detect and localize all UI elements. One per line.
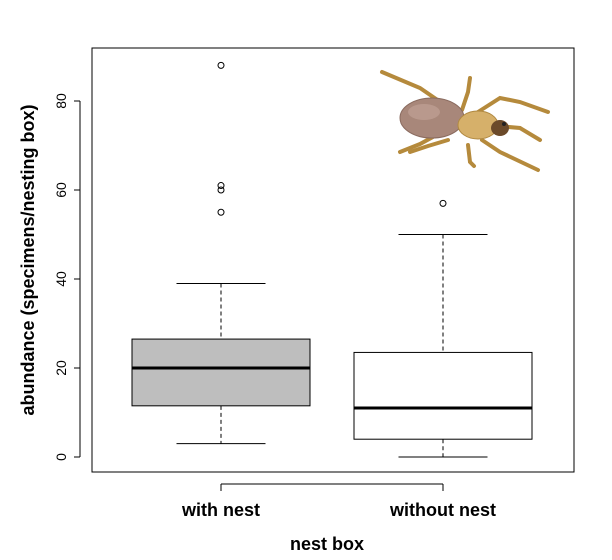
iqr-box [131, 338, 311, 407]
y-axis: 0 20 40 60 80 abundance (specimens/nesting bo… [18, 93, 81, 461]
y-tick-label: 0 [53, 453, 69, 461]
boxes [131, 61, 533, 458]
iqr-box [353, 351, 533, 440]
outlier-point [217, 61, 225, 69]
y-tick-label: 80 [53, 93, 69, 109]
spider-illustration [380, 70, 550, 172]
box-with-nest [131, 61, 311, 445]
outlier-point [217, 182, 225, 190]
outlier-point [439, 199, 447, 207]
x-tick-label: without nest [389, 500, 496, 520]
box-without-nest [353, 199, 533, 458]
outlier-point [217, 208, 225, 216]
y-tick-label: 40 [53, 271, 69, 287]
x-axis: with nest without nest nest box [181, 483, 496, 554]
plot-frame [91, 47, 575, 473]
y-tick-label: 20 [53, 360, 69, 376]
x-tick-label: with nest [181, 500, 260, 520]
outlier-point [217, 186, 225, 194]
y-tick-label: 60 [53, 182, 69, 198]
y-axis-title: abundance (specimens/nesting box) [18, 104, 38, 415]
x-axis-title: nest box [290, 534, 364, 554]
